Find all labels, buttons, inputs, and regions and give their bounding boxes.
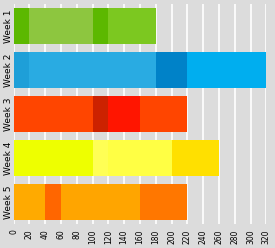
- Bar: [13, 140, 92, 176]
- Bar: [140, 96, 187, 132]
- Bar: [13, 52, 29, 88]
- Bar: [156, 52, 187, 88]
- Bar: [13, 184, 45, 220]
- Bar: [13, 96, 92, 132]
- Bar: [61, 184, 140, 220]
- Bar: [92, 8, 108, 44]
- Bar: [13, 8, 29, 44]
- Bar: [108, 96, 140, 132]
- Bar: [92, 140, 108, 176]
- Bar: [140, 184, 187, 220]
- Bar: [92, 96, 108, 132]
- Bar: [45, 184, 61, 220]
- Bar: [108, 140, 172, 176]
- Bar: [108, 8, 156, 44]
- Bar: [29, 52, 156, 88]
- Bar: [172, 140, 219, 176]
- Bar: [29, 8, 92, 44]
- Bar: [187, 52, 266, 88]
